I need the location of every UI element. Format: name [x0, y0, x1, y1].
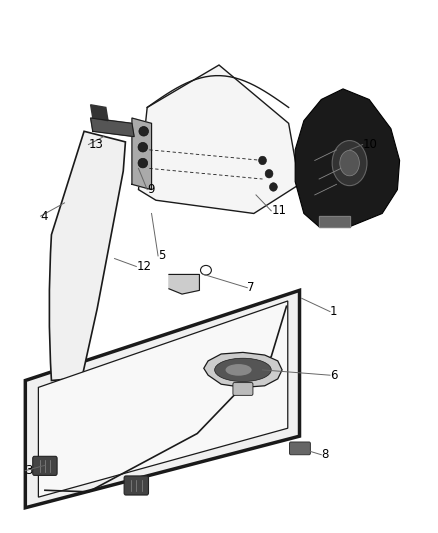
Polygon shape: [91, 118, 134, 136]
Polygon shape: [169, 274, 199, 294]
Polygon shape: [39, 301, 288, 497]
Text: 5: 5: [158, 249, 166, 262]
FancyBboxPatch shape: [124, 476, 148, 495]
Text: 6: 6: [330, 369, 338, 382]
Ellipse shape: [138, 142, 148, 152]
Text: 12: 12: [136, 260, 151, 273]
Ellipse shape: [269, 183, 277, 191]
Text: 9: 9: [147, 183, 155, 196]
Polygon shape: [319, 216, 350, 227]
Ellipse shape: [258, 156, 266, 165]
PathPatch shape: [295, 89, 399, 227]
Text: 13: 13: [88, 138, 103, 151]
PathPatch shape: [138, 65, 300, 214]
Text: 11: 11: [271, 204, 286, 217]
Polygon shape: [91, 105, 108, 120]
PathPatch shape: [204, 352, 282, 387]
FancyBboxPatch shape: [233, 383, 253, 395]
PathPatch shape: [49, 131, 125, 381]
Ellipse shape: [138, 158, 148, 168]
Ellipse shape: [226, 364, 252, 376]
Polygon shape: [132, 118, 152, 190]
Text: 7: 7: [247, 281, 255, 294]
Polygon shape: [25, 290, 300, 508]
Ellipse shape: [265, 169, 273, 178]
Text: 3: 3: [25, 464, 33, 477]
Text: 10: 10: [363, 138, 378, 151]
FancyBboxPatch shape: [290, 442, 311, 455]
Text: 1: 1: [330, 305, 338, 318]
Ellipse shape: [139, 126, 148, 136]
FancyBboxPatch shape: [33, 456, 57, 475]
Text: 8: 8: [321, 448, 328, 461]
Ellipse shape: [332, 141, 367, 185]
Ellipse shape: [340, 150, 359, 176]
Ellipse shape: [215, 358, 271, 382]
Text: 4: 4: [41, 209, 48, 223]
